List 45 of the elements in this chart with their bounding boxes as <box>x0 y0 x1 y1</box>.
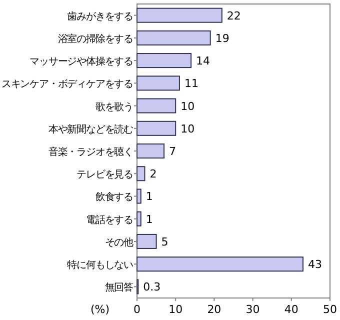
bar <box>136 143 165 159</box>
data-label: 5 <box>161 235 168 248</box>
x-tick-label: 20 <box>207 303 222 316</box>
data-label: 43 <box>308 258 322 272</box>
y-tick-label: スキンケア・ボディケアをする <box>1 79 133 90</box>
data-label: 22 <box>226 9 241 22</box>
bar <box>136 188 142 204</box>
bar <box>136 30 211 46</box>
data-label: 7 <box>169 145 176 158</box>
y-tick-label: 特に何もしない <box>67 259 134 272</box>
bar <box>136 76 180 91</box>
y-tick-label: マッサージや体操をする <box>30 56 133 68</box>
bar <box>136 256 304 272</box>
x-tick-label: 50 <box>323 303 337 316</box>
data-label: 2 <box>150 168 157 181</box>
bar <box>136 211 142 226</box>
bar <box>136 120 176 136</box>
y-tick-label: 歌を歌う <box>95 102 133 113</box>
y-tick-label: 飲食する <box>95 191 133 204</box>
y-tick-label: その他 <box>104 236 134 248</box>
data-label: 1 <box>146 190 153 204</box>
bar <box>136 8 222 23</box>
x-tick-label: 40 <box>284 303 298 316</box>
y-tick-label: テレビを見る <box>76 170 133 181</box>
data-label: 10 <box>180 100 195 113</box>
y-tick-label: 電話をする <box>86 214 133 226</box>
data-label: 14 <box>196 54 210 68</box>
y-tick-label: 浴室の掃除をする <box>58 32 133 45</box>
data-label: 19 <box>215 32 230 45</box>
bar <box>136 53 192 68</box>
y-tick-label: 無回答 <box>104 282 134 294</box>
y-tick-label: 音楽・ラジオを聴く <box>48 146 133 158</box>
bar <box>136 234 157 249</box>
bar <box>136 166 146 182</box>
bar <box>136 98 176 114</box>
y-tick-label: 歯みがきをする <box>67 10 133 22</box>
data-label: 1 <box>146 212 153 226</box>
data-label: 10 <box>180 122 195 136</box>
data-label: 0.3 <box>143 280 161 294</box>
x-tick-label: 10 <box>168 303 183 316</box>
data-label: 11 <box>184 77 198 90</box>
x-tick-label: 0 <box>134 303 140 316</box>
x-tick-label: 30 <box>246 303 260 316</box>
x-axis-title: (%) <box>90 303 110 316</box>
y-tick-label: 本や新聞などを読む <box>48 123 134 136</box>
